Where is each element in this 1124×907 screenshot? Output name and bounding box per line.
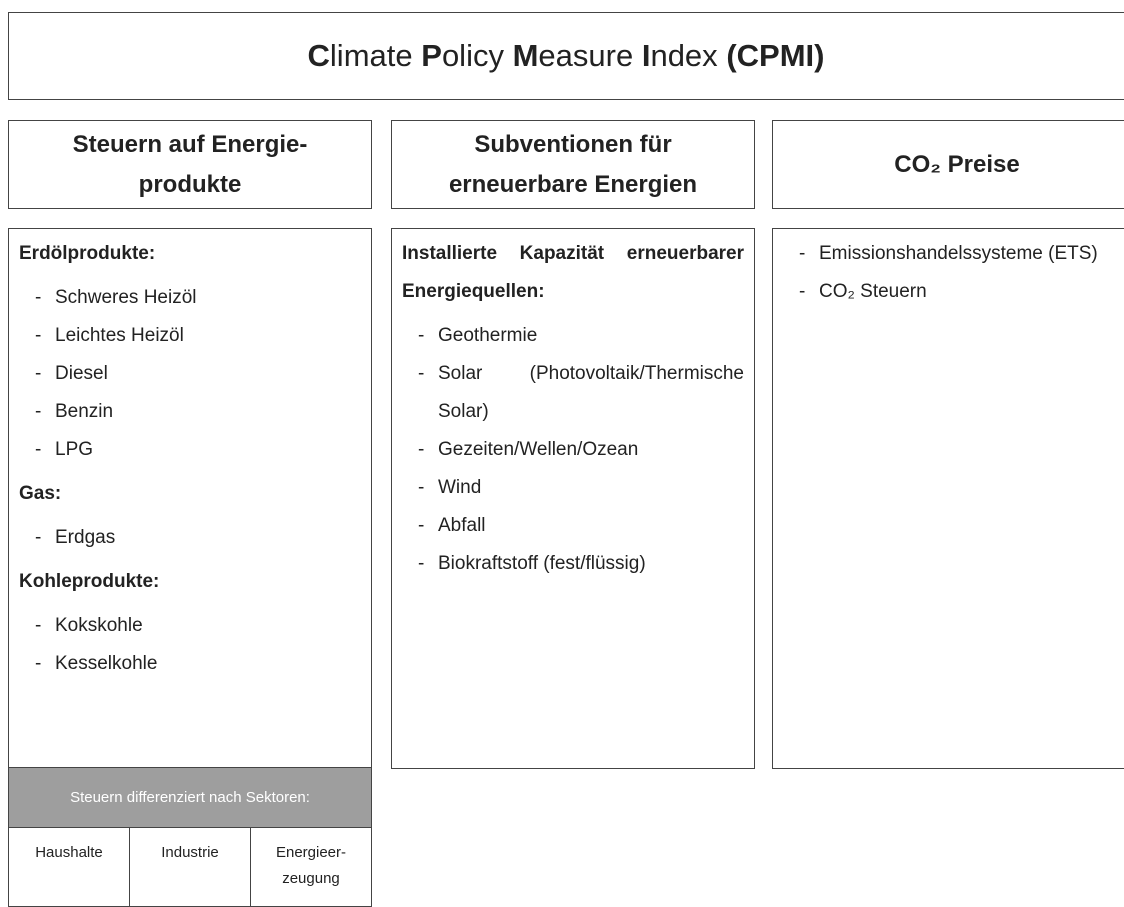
item-list: Emissionshandelssysteme (ETS)CO₂ Steuern — [783, 235, 1124, 311]
list-item: Geothermie — [418, 317, 744, 355]
item-list: Schweres HeizölLeichtes HeizölDieselBenz… — [19, 279, 361, 469]
sector-cell: Industrie — [129, 827, 251, 907]
list-item: Kokskohle — [35, 607, 361, 645]
sector-title-box: Steuern differenziert nach Sektoren: — [8, 767, 372, 828]
list-item: Kesselkohle — [35, 645, 361, 683]
cell-line: zeugung — [282, 870, 340, 887]
item-list: Erdgas — [19, 519, 361, 557]
list-item: Gezeiten/Wellen/Ozean — [418, 431, 744, 469]
list-item: LPG — [35, 431, 361, 469]
section-label: Kohleprodukte: — [19, 571, 160, 592]
list-item: Solar (Photovoltaik/Thermische Solar) — [418, 355, 744, 431]
list-item: CO₂ Steuern — [799, 273, 1124, 311]
list-item: Wind — [418, 469, 744, 507]
header-line: Subventionen für — [474, 130, 672, 158]
sector-cell: Haushalte — [8, 827, 130, 907]
section-label: Installierte Kapazität erneuerbarer Ener… — [402, 243, 744, 302]
list-item: Abfall — [418, 507, 744, 545]
column-content: Emissionshandelssysteme (ETS)CO₂ Steuern — [783, 235, 1124, 311]
title-box: Climate Policy Measure Index (CPMI) — [8, 12, 1124, 100]
title: Climate Policy Measure Index (CPMI) — [307, 38, 825, 73]
cell-line: Industrie — [161, 844, 219, 861]
list-item: Biokraftstoff (fest/flüssig) — [418, 545, 744, 583]
header-line: produkte — [138, 170, 242, 198]
sector-title: Steuern differenziert nach Sektoren: — [70, 789, 310, 806]
sector-cell: Energieer-zeugung — [250, 827, 372, 907]
header-line: Steuern auf Energie- — [72, 130, 308, 158]
column-body: Emissionshandelssysteme (ETS)CO₂ Steuern — [772, 228, 1124, 769]
list-item: Emissionshandelssysteme (ETS) — [799, 235, 1124, 273]
column-header: CO₂ Preise — [772, 120, 1124, 209]
column-body: Installierte Kapazität erneuerbarer Ener… — [391, 228, 755, 769]
list-item: Schweres Heizöl — [35, 279, 361, 317]
item-list: GeothermieSolar (Photovoltaik/Thermische… — [402, 317, 744, 583]
section-label: Erdölprodukte: — [19, 243, 156, 264]
cell-line: Haushalte — [35, 844, 103, 861]
list-item: Leichtes Heizöl — [35, 317, 361, 355]
column-header: Subventionen für erneuerbare Energien — [391, 120, 755, 209]
list-item: Erdgas — [35, 519, 361, 557]
list-item: Diesel — [35, 355, 361, 393]
header-line: erneuerbare Energien — [448, 170, 698, 198]
item-list: KokskohleKesselkohle — [19, 607, 361, 683]
header-line: CO₂ Preise — [894, 150, 1020, 178]
list-item: Benzin — [35, 393, 361, 431]
column-header: Steuern auf Energie-produkte — [8, 120, 372, 209]
column-body: Erdölprodukte: Schweres HeizölLeichtes He… — [8, 228, 372, 769]
cell-line: Energieer- — [275, 844, 347, 861]
section-label: Gas: — [19, 483, 62, 504]
